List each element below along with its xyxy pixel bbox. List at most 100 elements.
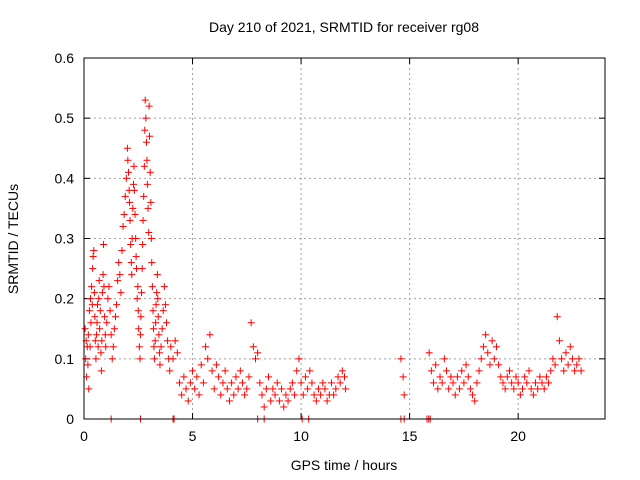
data-point	[445, 385, 453, 393]
data-point	[527, 385, 535, 393]
data-point	[238, 379, 246, 387]
data-point	[247, 319, 255, 327]
data-point	[495, 361, 503, 369]
x-tick-label: 20	[510, 428, 526, 444]
data-point	[551, 361, 559, 369]
data-point	[129, 204, 137, 212]
data-point	[111, 313, 119, 321]
data-point	[91, 337, 99, 345]
data-point	[161, 301, 169, 309]
data-point	[86, 343, 94, 351]
data-point	[151, 355, 159, 363]
data-point	[558, 355, 566, 363]
data-point	[400, 391, 408, 399]
data-point	[155, 331, 163, 339]
data-point	[514, 379, 522, 387]
data-point	[321, 385, 329, 393]
chart-title: Day 210 of 2021, SRMTID for receiver rg0…	[209, 19, 479, 35]
data-point	[460, 379, 468, 387]
data-point	[96, 325, 104, 333]
data-point	[523, 379, 531, 387]
data-point	[87, 295, 95, 303]
data-point	[98, 289, 106, 297]
data-point	[430, 379, 438, 387]
data-point	[314, 385, 322, 393]
data-point	[141, 96, 149, 104]
data-point	[160, 283, 168, 291]
data-point	[119, 222, 127, 230]
data-point	[212, 361, 220, 369]
data-point	[89, 253, 97, 261]
data-point	[106, 307, 114, 315]
data-point	[91, 313, 99, 321]
data-point	[542, 373, 550, 381]
data-point	[123, 144, 131, 152]
data-point	[215, 373, 223, 381]
data-point	[568, 355, 576, 363]
data-point	[434, 385, 442, 393]
data-point	[189, 367, 197, 375]
data-point	[105, 283, 113, 291]
data-point	[432, 361, 440, 369]
data-point	[555, 337, 563, 345]
data-point	[317, 391, 325, 399]
data-point	[101, 331, 109, 339]
data-point	[124, 156, 132, 164]
data-point	[490, 355, 498, 363]
data-point	[164, 337, 172, 345]
data-point	[280, 403, 288, 411]
y-tick-label: 0.5	[55, 110, 75, 126]
data-point	[453, 373, 461, 381]
data-point	[258, 391, 266, 399]
data-point	[262, 385, 270, 393]
data-point	[148, 259, 156, 267]
data-point	[135, 343, 143, 351]
data-point	[133, 295, 141, 303]
data-point	[151, 337, 159, 345]
data-point	[131, 210, 139, 218]
data-point	[249, 343, 257, 351]
data-point	[221, 367, 229, 375]
data-point	[516, 391, 524, 399]
x-axis-label: GPS time / hours	[291, 457, 398, 473]
data-point	[176, 379, 184, 387]
data-point	[84, 331, 92, 339]
data-point	[286, 385, 294, 393]
data-point	[180, 373, 188, 381]
data-point	[93, 301, 101, 309]
data-point	[399, 373, 407, 381]
data-point	[397, 355, 405, 363]
data-point	[90, 289, 98, 297]
data-point	[162, 319, 170, 327]
data-point	[267, 397, 275, 405]
data-point	[499, 379, 507, 387]
data-point	[204, 355, 212, 363]
data-point	[425, 349, 433, 357]
data-point	[144, 204, 152, 212]
data-point	[138, 265, 146, 273]
data-point	[234, 385, 242, 393]
data-point	[130, 162, 138, 170]
x-tick-label: 0	[80, 428, 88, 444]
data-point	[330, 391, 338, 399]
data-point	[103, 319, 111, 327]
data-point	[116, 271, 124, 279]
data-point	[273, 379, 281, 387]
y-tick-label: 0	[66, 411, 74, 427]
data-point	[458, 367, 466, 375]
data-point	[149, 325, 157, 333]
data-point	[549, 355, 557, 363]
data-point	[282, 391, 290, 399]
data-point	[146, 168, 154, 176]
data-point	[122, 174, 130, 182]
data-point	[81, 325, 89, 333]
y-tick-label: 0.6	[55, 50, 75, 66]
y-tick-label: 0.4	[55, 170, 75, 186]
data-point	[275, 397, 283, 405]
data-points	[81, 96, 585, 423]
data-point	[304, 385, 312, 393]
data-point	[223, 385, 231, 393]
data-point	[332, 385, 340, 393]
data-point	[136, 331, 144, 339]
axis-ticks: 0 0.1 0.2 0.3 0.4 0.5 0.6 0 5 10 15 20	[55, 50, 605, 444]
